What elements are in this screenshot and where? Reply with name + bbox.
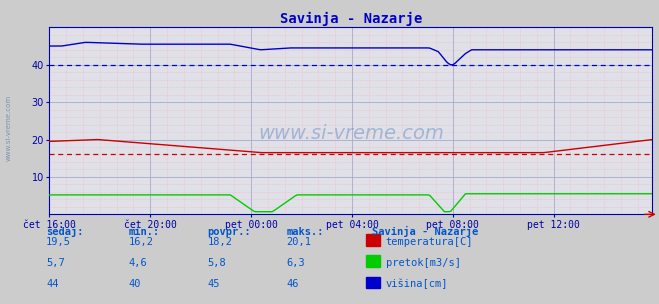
Text: min.:: min.: bbox=[129, 227, 159, 237]
Text: Savinja - Nazarje: Savinja - Nazarje bbox=[372, 226, 478, 237]
Text: višina[cm]: višina[cm] bbox=[386, 279, 448, 289]
Text: 40: 40 bbox=[129, 279, 141, 289]
Text: 4,6: 4,6 bbox=[129, 258, 147, 268]
Text: 6,3: 6,3 bbox=[287, 258, 305, 268]
Text: 16,2: 16,2 bbox=[129, 237, 154, 247]
Text: 5,8: 5,8 bbox=[208, 258, 226, 268]
Title: Savinja - Nazarje: Savinja - Nazarje bbox=[279, 12, 422, 26]
Text: 45: 45 bbox=[208, 279, 220, 289]
Text: www.si-vreme.com: www.si-vreme.com bbox=[5, 95, 11, 161]
Text: 44: 44 bbox=[46, 279, 59, 289]
Text: pretok[m3/s]: pretok[m3/s] bbox=[386, 258, 461, 268]
Text: sedaj:: sedaj: bbox=[46, 226, 84, 237]
Text: maks.:: maks.: bbox=[287, 227, 324, 237]
Text: 5,7: 5,7 bbox=[46, 258, 65, 268]
Text: 20,1: 20,1 bbox=[287, 237, 312, 247]
Text: 19,5: 19,5 bbox=[46, 237, 71, 247]
Text: povpr.:: povpr.: bbox=[208, 227, 251, 237]
Text: temperatura[C]: temperatura[C] bbox=[386, 237, 473, 247]
Text: 18,2: 18,2 bbox=[208, 237, 233, 247]
Text: www.si-vreme.com: www.si-vreme.com bbox=[258, 124, 444, 143]
Text: 46: 46 bbox=[287, 279, 299, 289]
